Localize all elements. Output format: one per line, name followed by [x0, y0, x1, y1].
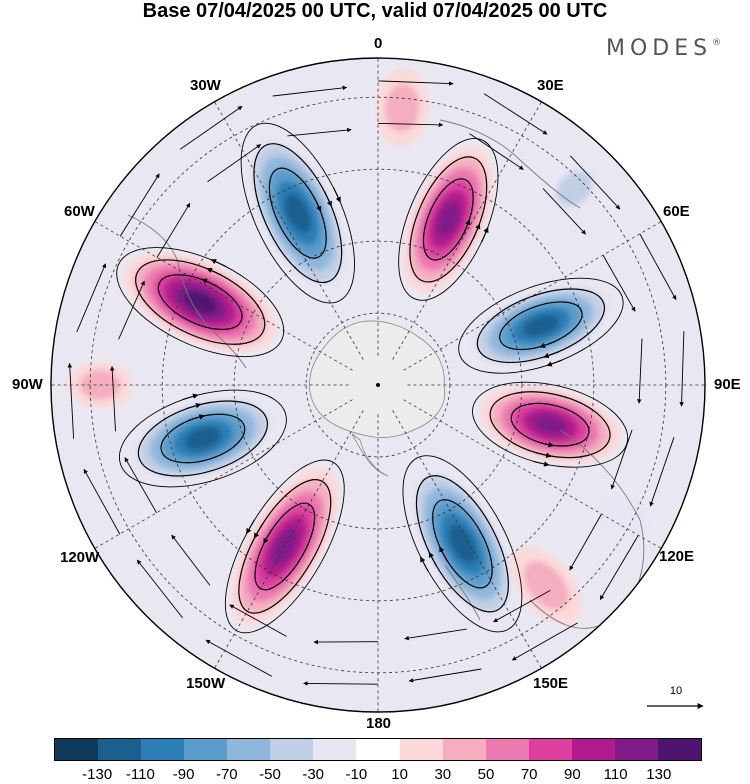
colorbar-tick-label: -10: [346, 766, 368, 783]
longitude-label: 0: [374, 36, 382, 52]
colorbar-tick-label: -130: [82, 766, 112, 783]
longitude-label: 60W: [64, 204, 95, 220]
colorbar-segment: [184, 739, 227, 760]
colorbar-segment: [227, 739, 270, 760]
colorbar-tick-labels: -130 -110 -90 -70 -50 -30 -10 10 30 50 70 90 110 130: [0, 766, 750, 784]
colorbar-segment: [313, 739, 356, 760]
colorbar-segment: [400, 739, 443, 760]
longitude-label: 90W: [12, 377, 43, 393]
colorbar-segment: [486, 739, 529, 760]
longitude-label: 180: [366, 716, 391, 732]
colorbar-segment: [141, 739, 184, 760]
colorbar-tick-label: -90: [173, 766, 195, 783]
colorbar-tick-label: -50: [259, 766, 281, 783]
longitude-label: 90E: [714, 377, 741, 393]
colorbar-tick-label: 110: [604, 766, 628, 783]
longitude-label: 60E: [663, 204, 690, 220]
reference-vector: 10: [645, 685, 707, 715]
colorbar-segment: [572, 739, 615, 760]
reference-arrow-icon: [645, 685, 707, 715]
colorbar: [54, 738, 702, 761]
colorbar-segment: [98, 739, 141, 760]
longitude-label: 120W: [60, 550, 99, 566]
colorbar-tick-label: -30: [302, 766, 324, 783]
longitude-label: 30W: [190, 78, 221, 94]
south-pole-marker: [376, 383, 380, 387]
colorbar-segment: [270, 739, 313, 760]
colorbar-segment: [55, 739, 98, 760]
colorbar-tick-label: 70: [521, 766, 538, 783]
map-disc: [40, 50, 720, 730]
longitude-label: 120E: [659, 549, 694, 565]
colorbar-segment: [356, 739, 399, 760]
longitude-label: 30E: [537, 78, 564, 94]
longitude-label: 150E: [533, 676, 568, 692]
colorbar-tick-label: 30: [434, 766, 451, 783]
colorbar-segment: [443, 739, 486, 760]
colorbar-tick-label: 90: [564, 766, 581, 783]
colorbar-tick-label: -110: [126, 766, 155, 783]
colorbar-tick-label: 50: [478, 766, 495, 783]
longitude-label: 150W: [186, 676, 225, 692]
colorbar-tick-label: 130: [646, 766, 671, 783]
colorbar-tick-label: 10: [391, 766, 408, 783]
colorbar-tick-label: -70: [216, 766, 238, 783]
colorbar-segment: [615, 739, 658, 760]
colorbar-segment: [529, 739, 572, 760]
colorbar-segment: [658, 739, 701, 760]
